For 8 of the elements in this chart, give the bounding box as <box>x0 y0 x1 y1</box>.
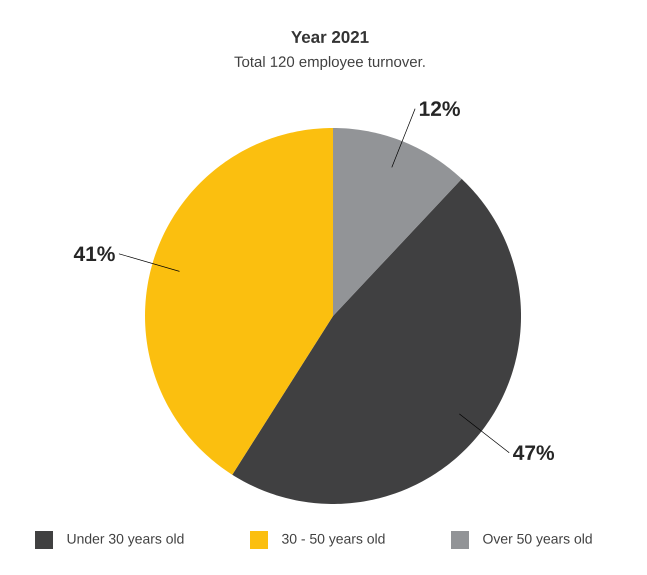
data-label: 12% <box>420 101 460 116</box>
legend-label: Over 50 years old <box>483 533 592 546</box>
data-label: 47% <box>513 445 554 460</box>
legend-label: Under 30 years old <box>68 533 184 546</box>
legend-label: 30 - 50 years old <box>282 533 384 546</box>
chart-subtitle: Total 120 employee turnover. <box>234 56 425 70</box>
chart-title: Year 2021 <box>291 30 369 43</box>
data-label: 41% <box>74 246 115 262</box>
